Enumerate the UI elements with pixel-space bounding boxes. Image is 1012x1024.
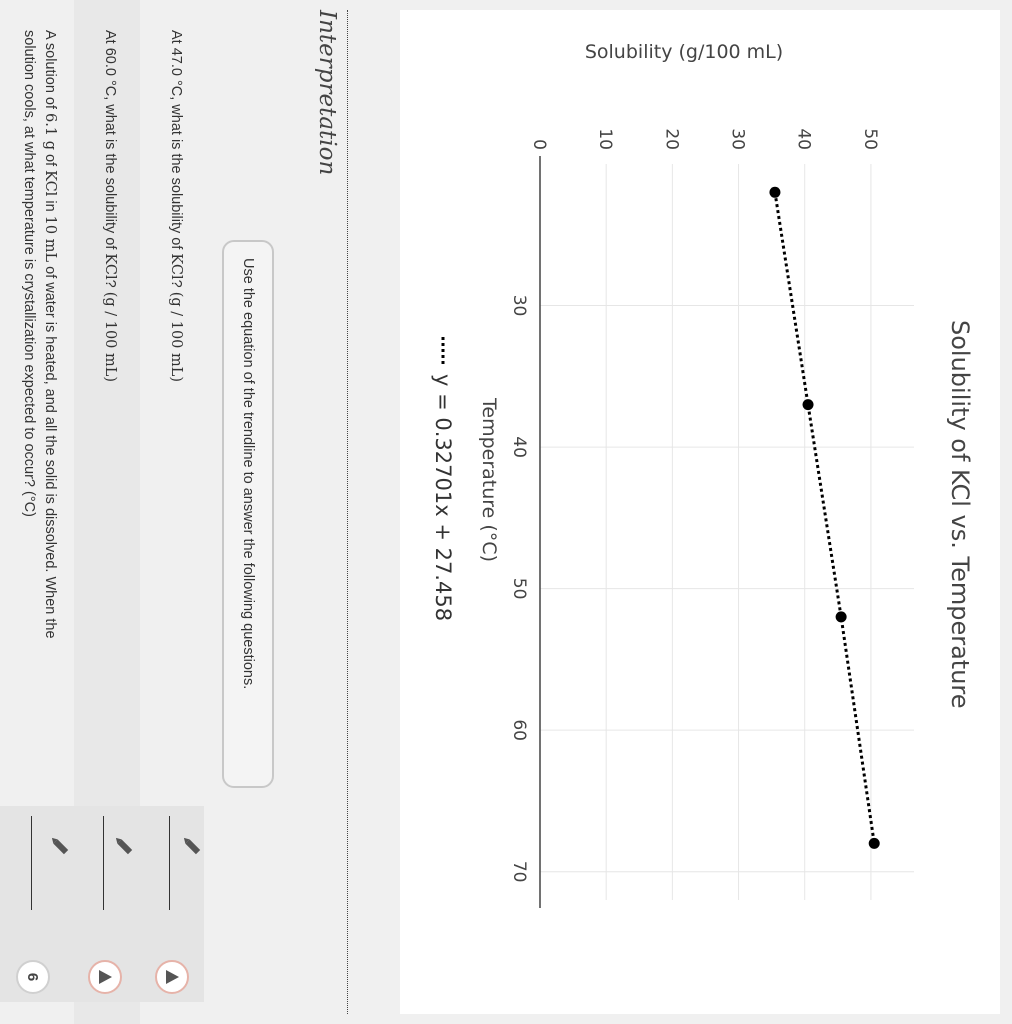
section-heading: Interpretation	[314, 10, 340, 176]
data-point	[802, 399, 814, 411]
axes: 0 10 20 30 40 50 30 40 50 60 70	[509, 128, 880, 908]
question-text: At 47.0 °C, what is the solubility of KC…	[168, 30, 184, 383]
y-tick-label: 30	[728, 128, 748, 150]
question-row: At 47.0 °C, what is the solubility of KC…	[140, 0, 204, 1024]
formula: KCl	[168, 253, 184, 280]
x-tick-label: 60	[509, 719, 529, 741]
formula: KCl	[102, 253, 118, 280]
data-point	[868, 837, 880, 849]
answer-input-q1[interactable]	[169, 816, 170, 910]
question-text: A solution of 6.1 g of KCl in 10 mL of w…	[21, 30, 58, 639]
x-axis-label: Temperature (°C)	[478, 397, 500, 562]
data-point	[769, 186, 781, 198]
y-tick-label: 20	[661, 128, 681, 150]
answer-input-q2[interactable]	[103, 816, 104, 910]
pencil-icon[interactable]	[48, 834, 70, 856]
question-row: A solution of 6.1 g of KCl in 10 mL of w…	[0, 0, 74, 1024]
question-text: At 60.0 °C, what is the solubility of KC…	[102, 30, 118, 383]
hint-box: Use the equation of the trendline to ans…	[222, 240, 274, 788]
pencil-icon[interactable]	[180, 834, 202, 856]
warning-icon	[155, 960, 189, 994]
data-point	[835, 611, 847, 623]
trendline-equation: y = 0.32701x + 27.458	[431, 374, 455, 621]
legend: y = 0.32701x + 27.458	[431, 337, 455, 621]
pencil-icon[interactable]	[112, 834, 134, 856]
x-tick-label: 70	[509, 861, 529, 883]
x-tick-label: 40	[509, 436, 529, 458]
answer-area	[140, 806, 204, 1002]
trendline	[773, 192, 876, 844]
warning-icon	[88, 960, 122, 994]
chart-title: Solubility of KCl vs. Temperature	[946, 320, 974, 709]
y-tick-label: 0	[529, 139, 549, 150]
y-tick-label: 50	[860, 128, 880, 150]
y-tick-label: 40	[794, 128, 814, 150]
chart-card: 0 10 20 30 40 50 30 40 50 60 70 Solubility of KCl …	[400, 10, 1000, 1014]
answer-input-q3[interactable]	[31, 816, 32, 910]
attempts-badge: 6	[16, 960, 50, 994]
hint-text: Use the equation of the trendline to ans…	[240, 258, 256, 690]
y-axis-label: Solubility (g/100 mL)	[585, 41, 783, 63]
y-tick-label: 10	[595, 128, 615, 150]
question-row: At 60.0 °C, what is the solubility of KC…	[74, 0, 140, 1024]
formula: KCl	[42, 170, 58, 197]
x-tick-label: 30	[509, 295, 529, 317]
series	[769, 186, 880, 849]
answer-area	[74, 806, 140, 1002]
solubility-chart: 0 10 20 30 40 50 30 40 50 60 70 Solubility of KCl …	[431, 41, 974, 908]
answer-area: 6	[0, 806, 74, 1002]
section-divider	[347, 10, 348, 1014]
grid	[540, 164, 914, 900]
x-tick-label: 50	[509, 578, 529, 600]
